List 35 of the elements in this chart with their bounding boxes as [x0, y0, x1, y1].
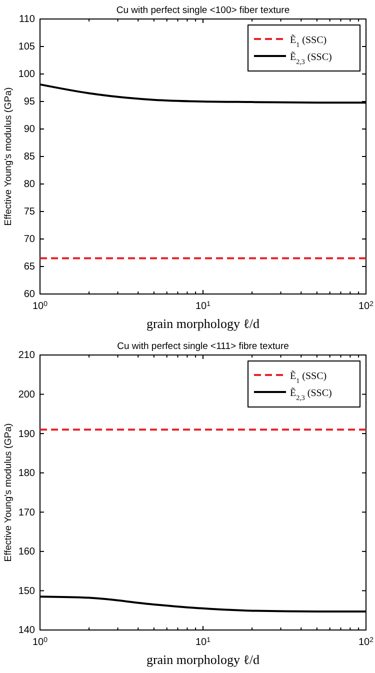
x-tick-label: 10$^{0}$ [32, 300, 48, 312]
x-tick-label: 10$^{0}$ [32, 636, 48, 648]
x-axis-title: grain morphology ℓ/d [146, 652, 260, 667]
y-tick-label: 90 [24, 124, 36, 136]
chart-title: Cu with perfect single <100> fiber texture [116, 5, 290, 16]
y-tick-label: 70 [24, 234, 36, 246]
y-axis-title: Effective Young's modulus (GPa) [3, 423, 14, 562]
y-tick-label: 75 [24, 206, 36, 218]
y-tick-label: 110 [19, 14, 36, 26]
y-tick-label: 65 [24, 262, 36, 273]
x-axis-title: grain morphology ℓ/d [146, 316, 260, 331]
y-tick-label: 200 [18, 389, 36, 400]
chart-title: Cu with perfect single <111> fibre texture [117, 341, 289, 352]
legend-label: Ẽ$_{2,3}$ (SSC) [290, 387, 332, 402]
y-tick-label: 85 [24, 152, 36, 163]
x-tick-label: 10$^{2}$ [358, 636, 374, 648]
y-tick-label: 180 [18, 468, 36, 480]
legend-label: Ẽ$_{1}$ (SSC) [290, 370, 327, 385]
y-tick-label: 100 [18, 69, 36, 80]
y-tick-label: 140 [18, 625, 36, 636]
y-tick-label: 95 [24, 96, 36, 108]
legend-label: Ẽ$_{1}$ (SSC) [290, 34, 327, 49]
y-tick-label: 170 [18, 507, 36, 518]
y-tick-label: 60 [24, 289, 36, 300]
y-tick-label: 160 [18, 546, 36, 558]
x-tick-label: 10$^{1}$ [195, 300, 211, 312]
x-tick-label: 10$^{2}$ [358, 300, 374, 312]
legend-label: Ẽ$_{2,3}$ (SSC) [290, 51, 332, 66]
y-tick-label: 210 [18, 350, 36, 362]
y-tick-label: 80 [24, 179, 36, 190]
y-axis-title: Effective Young's modulus (GPa) [3, 87, 14, 226]
y-tick-label: 150 [18, 586, 36, 597]
y-tick-label: 105 [18, 42, 36, 53]
x-tick-label: 10$^{1}$ [195, 636, 211, 648]
y-tick-label: 190 [18, 428, 36, 440]
